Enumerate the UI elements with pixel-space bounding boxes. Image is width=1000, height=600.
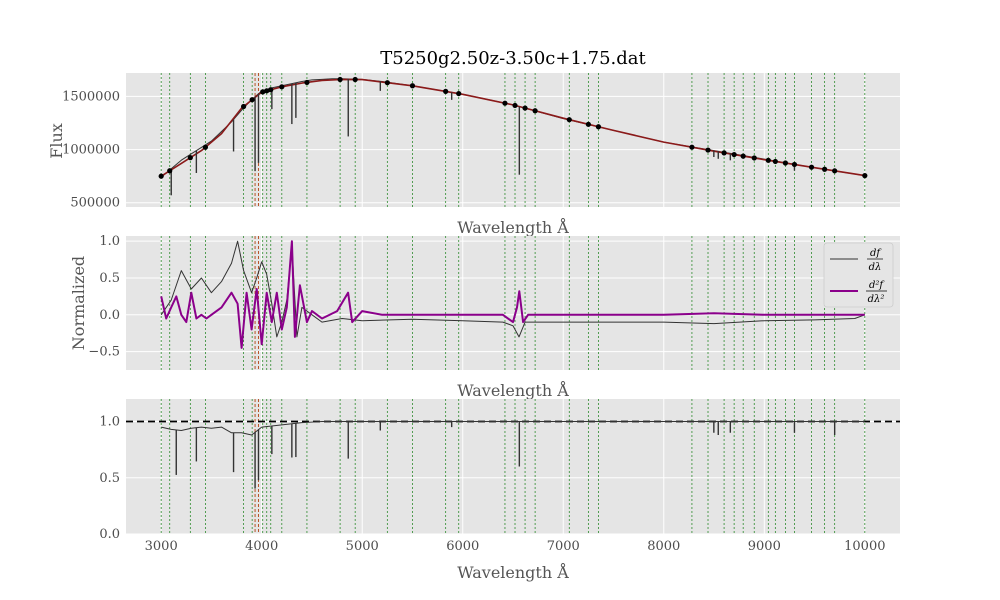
panel-flux-background xyxy=(126,73,900,207)
x-tick-label: 9000 xyxy=(748,539,781,554)
continuum-point xyxy=(202,144,209,150)
series-line-normalized-flux xyxy=(161,421,865,436)
svg-text:d²f: d²f xyxy=(869,280,885,291)
x-tick-label: 4000 xyxy=(245,539,278,554)
svg-text:dλ: dλ xyxy=(869,262,882,273)
continuum-point xyxy=(585,121,591,127)
legend-label-df: df dλ xyxy=(867,248,883,273)
continuum-point xyxy=(512,102,518,109)
continuum-point xyxy=(705,147,711,153)
continuum-point xyxy=(241,103,247,110)
panel-derivatives-background xyxy=(126,236,900,370)
continuum-point xyxy=(751,155,757,161)
continuum-point xyxy=(337,76,343,83)
x-tick-label: 6000 xyxy=(446,539,479,554)
series-line-series-0 xyxy=(160,240,865,338)
x-tick-label: 10000 xyxy=(844,539,885,554)
y-tick-label: −0.5 xyxy=(88,345,120,360)
x-axis-label-flux: Wavelength Å xyxy=(457,217,569,237)
continuum-point xyxy=(187,155,193,161)
x-tick-label: 5000 xyxy=(346,539,379,554)
continuum-point xyxy=(782,160,789,166)
panel-flux: 500000 1000000 1500000 Flux Wavelength Å xyxy=(47,73,900,237)
continuum-point xyxy=(502,100,508,106)
y-axis-label-flux: Flux xyxy=(47,123,66,159)
continuum-point xyxy=(808,164,815,170)
svg-text:dλ²: dλ² xyxy=(868,294,885,305)
continuum-point xyxy=(740,153,746,159)
continuum-point xyxy=(443,88,449,94)
y-tick-label: 500000 xyxy=(70,196,120,211)
y-tick-label: 0.5 xyxy=(99,271,120,286)
continuum-point xyxy=(721,150,727,156)
svg-text:df: df xyxy=(870,248,882,259)
y-tick-label: 1.0 xyxy=(99,234,120,249)
continuum-point xyxy=(456,90,462,97)
legend: df dλ d²f dλ² xyxy=(823,242,894,308)
continuum-point xyxy=(352,76,358,83)
continuum-point xyxy=(731,151,737,158)
continuum-point xyxy=(384,80,390,86)
y-tick-label: 0.0 xyxy=(99,527,120,542)
legend-label-d2f: d²f dλ² xyxy=(866,280,887,305)
panel-normalized-background xyxy=(126,399,900,534)
continuum-point xyxy=(522,105,528,111)
continuum-point xyxy=(260,89,266,95)
panel-derivatives-marks: −0.5 0.0 0.5 1.0 xyxy=(88,234,900,370)
y-axis-label-normalized: Normalized xyxy=(69,256,88,350)
continuum-point xyxy=(167,168,173,174)
x-axis-label-bottom: Wavelength Å xyxy=(457,562,569,582)
chart-title: T5250g2.50z-3.50c+1.75.dat xyxy=(380,48,646,69)
panel-normalized: 0.0 0.5 1.0 3000 4000 5000 6000 7000 8000 9000 100… xyxy=(99,399,900,582)
y-tick-label: 1000000 xyxy=(62,143,120,158)
y-tick-label: 1500000 xyxy=(62,89,120,104)
continuum-point xyxy=(595,124,602,130)
continuum-point xyxy=(822,166,828,172)
x-tick-label: 8000 xyxy=(647,539,680,554)
continuum-point xyxy=(268,87,274,93)
continuum-point xyxy=(862,173,868,179)
x-tick-label: 3000 xyxy=(145,539,178,554)
continuum-point xyxy=(566,117,572,123)
panel-derivatives: −0.5 0.0 0.5 1.0 Normalized Wavelength Å df… xyxy=(69,234,900,400)
continuum-point xyxy=(532,108,538,114)
continuum-point xyxy=(772,158,778,165)
continuum-point xyxy=(249,97,255,103)
continuum-point xyxy=(264,88,270,94)
series-line-continuum xyxy=(160,78,865,177)
continuum-point xyxy=(689,144,695,150)
series-line-series-1 xyxy=(160,240,865,349)
continuum-point xyxy=(279,84,285,90)
continuum-point xyxy=(832,168,838,174)
continuum-point xyxy=(409,83,416,89)
panel-flux-marks: 500000 1000000 1500000 xyxy=(62,73,900,211)
x-axis-label-derivatives: Wavelength Å xyxy=(457,380,569,400)
continuum-point xyxy=(158,173,164,179)
panel-normalized-marks: 0.0 0.5 1.0 3000 4000 5000 6000 7000 8000 9000 100… xyxy=(99,399,900,554)
y-tick-label: 0.0 xyxy=(99,308,120,323)
y-tick-label: 1.0 xyxy=(99,415,120,430)
y-tick-label: 0.5 xyxy=(99,471,120,486)
continuum-point xyxy=(791,161,798,168)
continuum-point xyxy=(304,79,310,86)
continuum-point xyxy=(765,157,771,163)
x-tick-label: 7000 xyxy=(547,539,580,554)
